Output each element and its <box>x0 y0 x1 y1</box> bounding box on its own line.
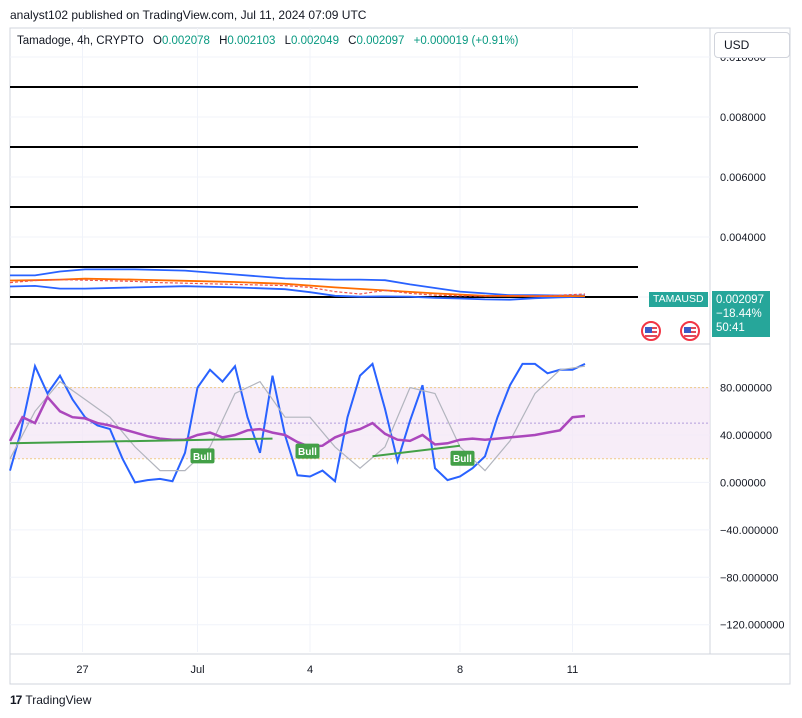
time-axis[interactable]: 27 Jul 4 8 11 <box>76 664 578 676</box>
bull-label-box <box>190 448 215 464</box>
oscillator-tick-label: −80.000000 <box>720 572 778 584</box>
high-label: H <box>219 35 228 47</box>
us-flag-icon[interactable] <box>641 321 661 341</box>
stoch-d-line <box>9 365 586 472</box>
currency-label: USD <box>724 38 750 52</box>
price-tick-label: 0.006000 <box>720 172 766 184</box>
oscillator-tick-label: 80.000000 <box>720 383 772 395</box>
stoch-k-line <box>9 362 586 484</box>
oscillator-series <box>8 362 586 484</box>
time-tick-label: 11 <box>567 664 578 676</box>
bull-annotations: Bull Bull Bull <box>190 443 475 466</box>
rsi-divergence-line <box>372 444 461 458</box>
price-tick-label: 0.004000 <box>720 232 766 244</box>
time-tick-label: 27 <box>76 664 88 676</box>
oscillator-tick-label: −40.000000 <box>720 525 778 537</box>
symbol-label: Tamadoge, 4h, CRYPTO <box>17 35 144 47</box>
close-value: 0.002097 <box>356 35 405 47</box>
bull-label: Bull <box>298 447 317 458</box>
oscillator-tick-label: 40.000000 <box>720 430 772 442</box>
open-label: O <box>152 35 162 47</box>
tradingview-brand[interactable]: 17 TradingView <box>10 693 91 707</box>
brand-name: TradingView <box>25 693 92 707</box>
last-price-tag: 0.002097 −18.44% 50:41 <box>712 291 770 337</box>
currency-selector[interactable]: USD <box>714 32 790 58</box>
bb-lower-line <box>9 284 586 301</box>
price-change-percent: −18.44% <box>716 308 762 320</box>
symbol-price-tag: TAMAUSD <box>649 292 708 307</box>
tradingview-logo-icon: 17 <box>10 693 22 707</box>
symbol-legend: Tamadoge, 4h, CRYPTO O0.002078 H0.002103… <box>17 35 519 47</box>
time-tick-label: 4 <box>307 664 313 676</box>
bull-label-box <box>295 443 320 459</box>
oscillator-tick-label: −120.000000 <box>720 620 785 632</box>
price-line <box>9 278 586 297</box>
close-label: C <box>348 35 357 47</box>
open-value: 0.002078 <box>161 35 210 47</box>
time-tick-label: Jul <box>190 664 204 676</box>
rsi-line <box>8 394 586 449</box>
low-label: L <box>284 35 291 47</box>
publisher-line: analyst102 published on TradingView.com,… <box>10 8 367 22</box>
low-value: 0.002049 <box>291 35 339 47</box>
bar-countdown: 50:41 <box>716 322 745 334</box>
oscillator-tick-label: 0.000000 <box>720 477 766 489</box>
oscillator-axis[interactable]: 80.000000 40.000000 0.000000 −40.000000 −80.… <box>720 383 785 632</box>
chart-frame <box>9 27 791 685</box>
us-flag-icon[interactable] <box>680 321 700 341</box>
price-tick-label: 0.008000 <box>720 112 766 124</box>
bull-label-box <box>450 450 475 466</box>
oscillator-band <box>10 387 710 460</box>
price-series <box>9 268 586 301</box>
rsi-divergence-line <box>9 437 273 445</box>
high-value: 0.002103 <box>227 35 276 47</box>
bull-label: Bull <box>453 454 472 465</box>
last-price: 0.002097 <box>716 294 764 306</box>
time-tick-label: 8 <box>457 664 463 676</box>
bull-label: Bull <box>193 452 212 463</box>
change-value: +0.000019 (+0.91%) <box>413 35 519 47</box>
horizontal-levels[interactable] <box>10 86 638 298</box>
